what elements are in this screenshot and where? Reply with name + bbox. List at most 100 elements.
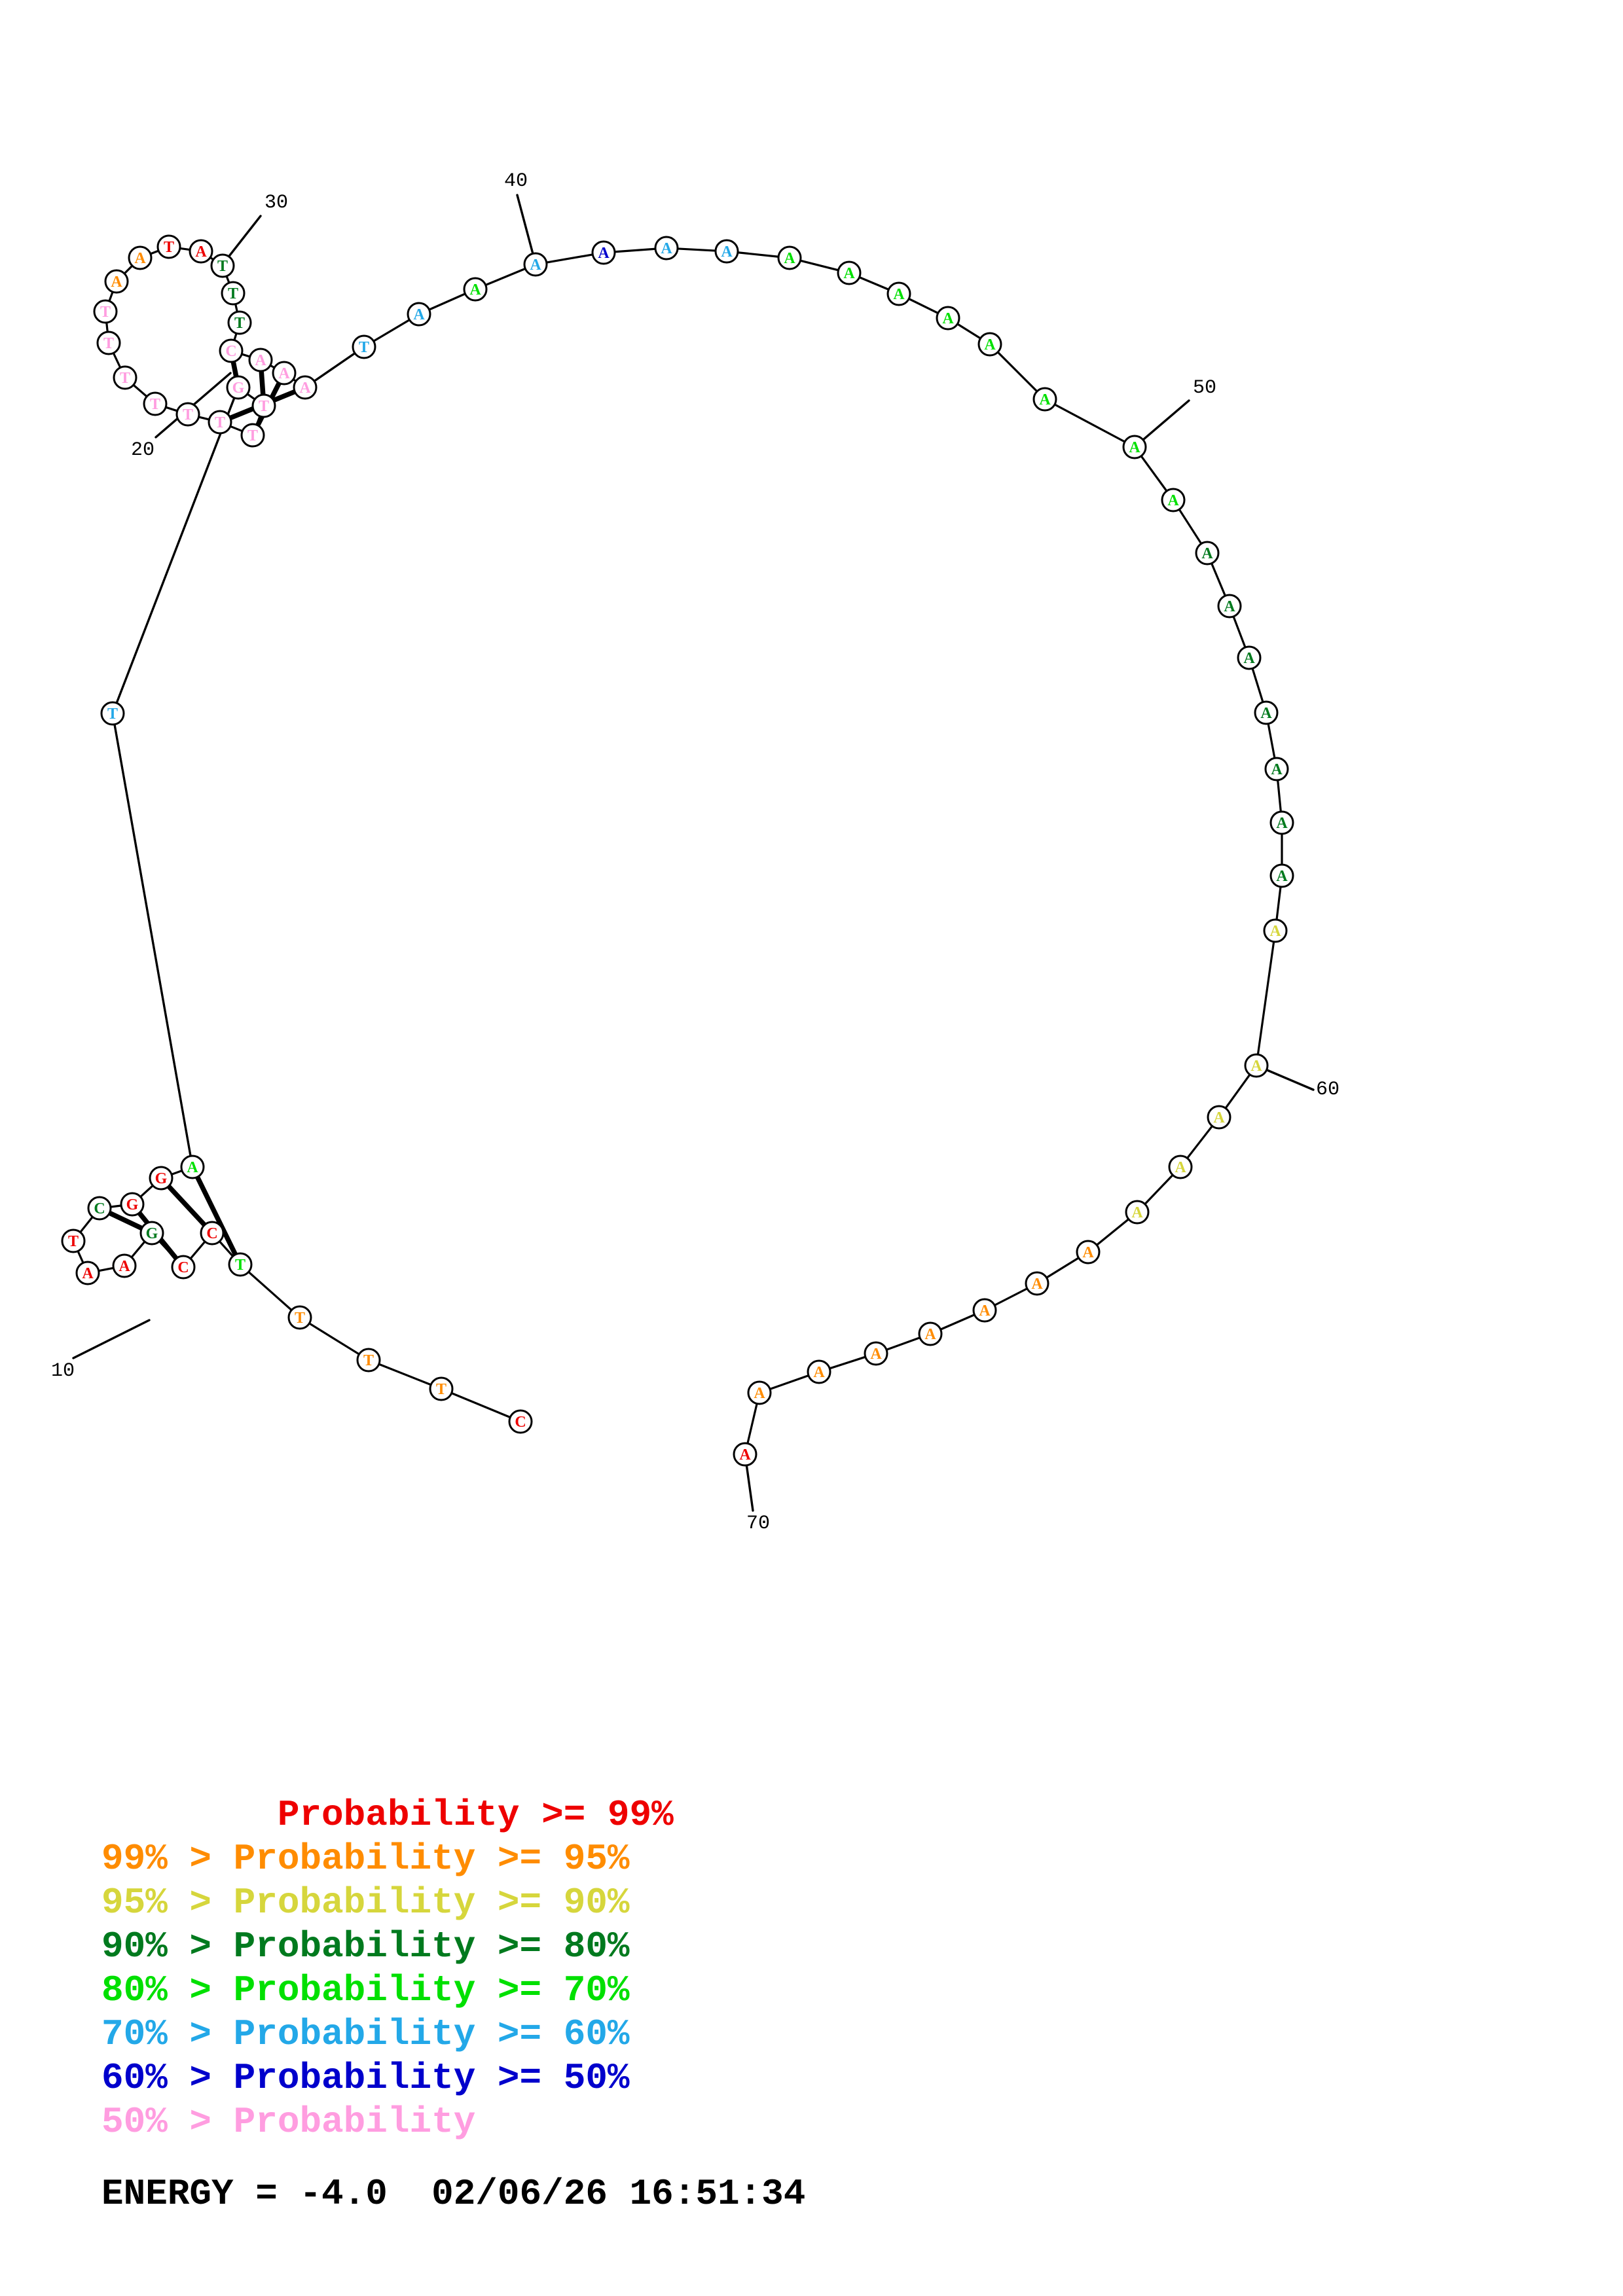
base-letter: T xyxy=(100,304,111,321)
base-node[interactable]: A xyxy=(128,245,153,270)
base-node[interactable]: A xyxy=(918,1321,943,1346)
base-circle xyxy=(208,410,232,435)
base-node[interactable]: G xyxy=(139,1221,164,1246)
base-node[interactable]: A xyxy=(189,239,213,264)
base-letter: T xyxy=(235,1257,246,1274)
base-circle xyxy=(352,334,376,359)
backbone-segment xyxy=(907,297,939,315)
base-node[interactable]: T xyxy=(143,391,168,416)
backbone-segment xyxy=(1178,508,1203,545)
base-letter: A xyxy=(893,286,905,303)
backbone-segment xyxy=(545,253,594,264)
base-node[interactable]: T xyxy=(352,334,376,359)
probability-legend: Probability >= 99% 99% > Probability >= … xyxy=(0,1793,1623,2215)
base-node[interactable]: T xyxy=(240,423,265,448)
base-node[interactable]: A xyxy=(1025,1271,1049,1296)
base-node[interactable]: T xyxy=(228,1252,253,1277)
base-letter: T xyxy=(150,396,160,413)
base-node[interactable]: G xyxy=(120,1192,145,1217)
base-node[interactable]: A xyxy=(1168,1155,1193,1179)
base-node[interactable]: A xyxy=(293,375,318,400)
base-node[interactable]: A xyxy=(1217,594,1242,619)
backbone-segment xyxy=(746,1402,758,1445)
base-node[interactable]: T xyxy=(175,402,200,427)
base-node[interactable]: A xyxy=(112,1253,137,1278)
base-node[interactable]: A xyxy=(654,236,679,260)
base-node[interactable]: C xyxy=(87,1196,112,1221)
base-node[interactable]: A xyxy=(407,302,431,327)
base-letter: A xyxy=(1243,650,1255,667)
base-node[interactable]: A xyxy=(591,240,616,265)
base-circle xyxy=(1237,645,1262,670)
base-node[interactable]: A xyxy=(1207,1105,1231,1130)
base-node[interactable]: T xyxy=(356,1348,381,1372)
base-node[interactable]: A xyxy=(463,277,488,302)
base-circle xyxy=(171,1255,196,1280)
backbone-segment xyxy=(956,323,982,340)
base-node[interactable]: T xyxy=(210,253,235,278)
base-circle xyxy=(747,1380,772,1405)
base-node[interactable]: A xyxy=(807,1359,831,1384)
base-node[interactable]: A xyxy=(747,1380,772,1405)
backbone-segment xyxy=(1251,667,1264,704)
base-node[interactable]: T xyxy=(100,701,125,726)
base-node[interactable]: C xyxy=(219,338,244,363)
base-node[interactable]: T xyxy=(113,365,137,390)
base-node[interactable]: T xyxy=(96,331,121,355)
base-node[interactable]: A xyxy=(777,245,802,270)
base-node[interactable]: A xyxy=(886,281,911,306)
base-circle xyxy=(864,1341,888,1366)
base-node[interactable]: A xyxy=(1254,700,1279,725)
base-node[interactable]: A xyxy=(523,252,548,277)
base-node[interactable]: A xyxy=(1269,810,1294,835)
base-node[interactable]: A xyxy=(733,1442,757,1467)
base-node[interactable]: T xyxy=(221,281,246,306)
base-node[interactable]: A xyxy=(1244,1053,1269,1078)
base-node[interactable]: C xyxy=(508,1409,533,1434)
base-node[interactable]: A xyxy=(1125,1200,1150,1225)
base-node[interactable]: A xyxy=(248,348,273,372)
base-letter: G xyxy=(232,380,245,397)
base-node[interactable]: A xyxy=(1122,435,1147,459)
base-letter: A xyxy=(1131,1204,1143,1221)
base-node[interactable]: T xyxy=(93,299,118,324)
base-node[interactable]: T xyxy=(429,1376,454,1401)
base-node[interactable]: A xyxy=(75,1261,100,1285)
base-node[interactable]: A xyxy=(972,1298,997,1323)
base-node[interactable]: A xyxy=(977,332,1002,357)
base-node[interactable]: A xyxy=(837,260,862,285)
base-node[interactable]: T xyxy=(208,410,232,435)
base-letter: A xyxy=(187,1159,198,1176)
base-circle xyxy=(356,1348,381,1372)
base-node[interactable]: A xyxy=(272,361,297,386)
base-node[interactable]: A xyxy=(1237,645,1262,670)
base-node[interactable]: T xyxy=(287,1305,312,1330)
base-node[interactable]: A xyxy=(864,1341,888,1366)
base-node[interactable]: C xyxy=(171,1255,196,1280)
base-node[interactable]: C xyxy=(200,1221,225,1246)
base-letter: A xyxy=(413,306,425,323)
base-letter: T xyxy=(436,1381,447,1398)
base-node[interactable]: A xyxy=(1264,757,1289,781)
backbone-segment xyxy=(1210,562,1227,597)
base-node[interactable]: A xyxy=(104,269,129,294)
base-node[interactable]: T xyxy=(61,1229,86,1253)
base-node[interactable]: T xyxy=(227,310,252,335)
base-node[interactable]: A xyxy=(1195,541,1220,565)
base-node[interactable]: A xyxy=(1032,387,1057,412)
base-node[interactable]: G xyxy=(149,1166,173,1191)
base-node[interactable]: T xyxy=(251,393,276,418)
base-node[interactable]: A xyxy=(936,306,960,331)
base-node[interactable]: A xyxy=(1161,488,1186,512)
base-letter: T xyxy=(234,315,245,332)
base-pair-layer xyxy=(107,359,297,1261)
base-node[interactable]: A xyxy=(1263,918,1288,943)
base-circle xyxy=(1207,1105,1231,1130)
base-node[interactable]: A xyxy=(714,239,739,264)
base-node[interactable]: A xyxy=(1269,863,1294,888)
base-node[interactable]: A xyxy=(180,1155,205,1179)
backbone-segment xyxy=(218,1240,234,1257)
base-node[interactable]: T xyxy=(156,234,181,259)
base-node[interactable]: G xyxy=(226,375,251,400)
base-node[interactable]: A xyxy=(1076,1240,1101,1265)
